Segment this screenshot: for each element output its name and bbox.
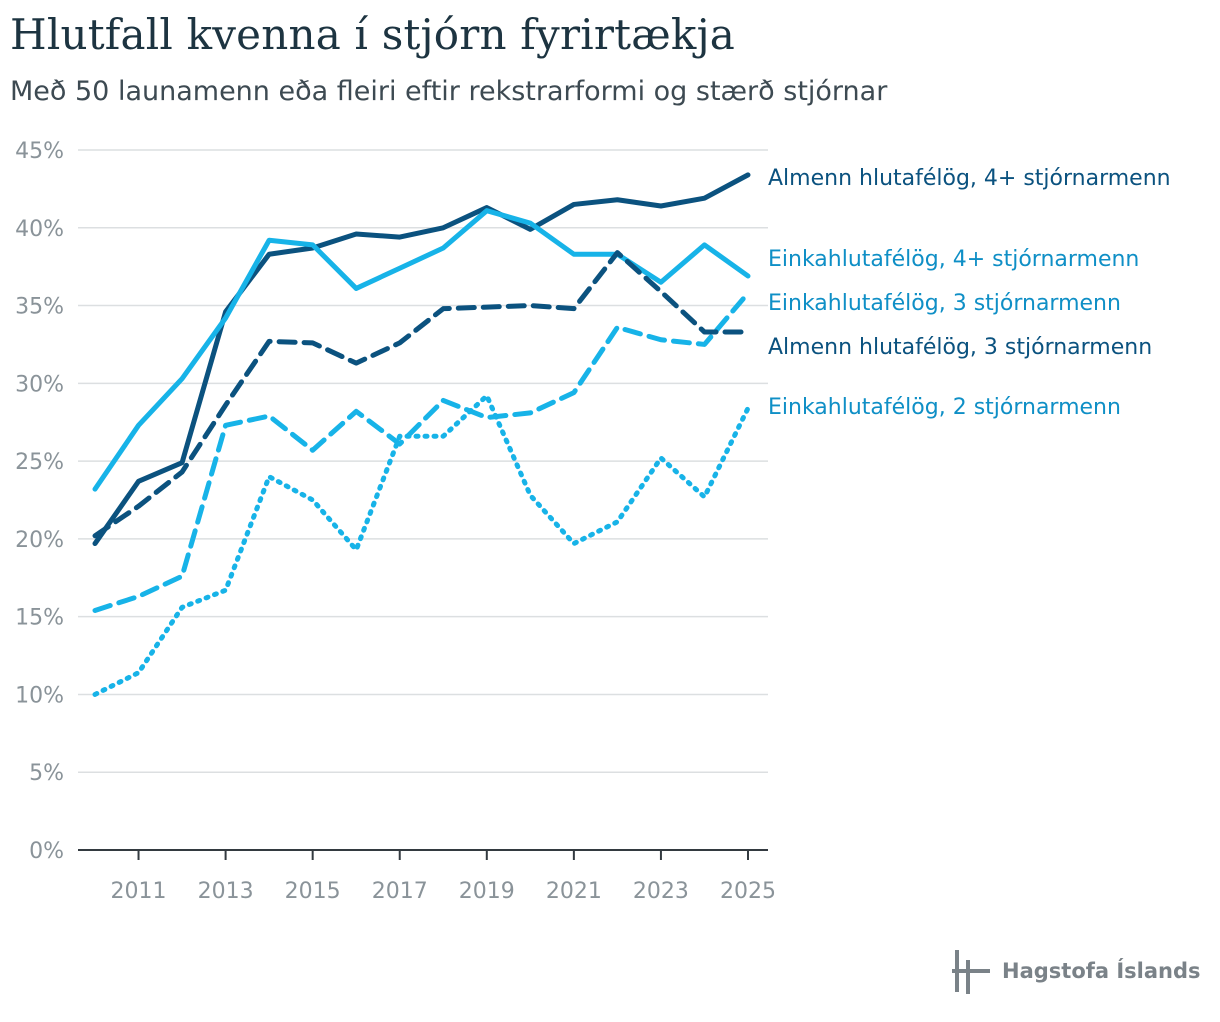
x-axis: 2011 2013 2015 2017 2019 2021 2023 2025 bbox=[78, 849, 776, 904]
y-tick-label: 0% bbox=[29, 839, 64, 864]
series-line-4 bbox=[92, 250, 751, 539]
line-chart: 0%5%10%15%20%25%30%35%40%45% 2011 2013 201… bbox=[15, 139, 1171, 904]
hagstofa-logo-icon bbox=[952, 950, 990, 994]
y-tick-label: 25% bbox=[15, 450, 64, 475]
series-label-2: Einkahlutafélög, 4+ stjórnarmenn bbox=[768, 247, 1139, 272]
x-tick-label: 2021 bbox=[546, 879, 602, 904]
logo-text: Hagstofa Íslands bbox=[1002, 959, 1201, 983]
chart-title: Hlutfall kvenna í stjórn fyrirtækja bbox=[10, 10, 736, 59]
x-tick-label: 2013 bbox=[198, 879, 254, 904]
gridlines bbox=[78, 149, 768, 773]
series-line-5 bbox=[92, 393, 751, 697]
y-tick-label: 35% bbox=[15, 295, 64, 320]
chart-subtitle: Með 50 launamenn eða fleiri eftir rekstr… bbox=[10, 76, 888, 107]
x-tick-label: 2017 bbox=[372, 879, 428, 904]
x-tick-label: 2011 bbox=[111, 879, 167, 904]
x-tick-label: 2025 bbox=[720, 879, 776, 904]
y-tick-label: 10% bbox=[15, 683, 64, 708]
y-tick-label: 30% bbox=[15, 372, 64, 397]
series-label-5: Einkahlutafélög, 2 stjórnarmenn bbox=[768, 395, 1121, 420]
series-labels: Almenn hlutafélög, 4+ stjórnarmenn Einkah… bbox=[768, 166, 1171, 420]
series-line-3 bbox=[92, 290, 751, 613]
series-line-2 bbox=[92, 208, 751, 492]
y-tick-label: 20% bbox=[15, 528, 64, 553]
y-tick-label: 5% bbox=[29, 761, 64, 786]
y-tick-label: 15% bbox=[15, 606, 64, 631]
series-line-1 bbox=[92, 172, 751, 547]
y-axis-ticks: 0% 5% 10% 15% 20% 25% 30% 35% 40% 45% bbox=[15, 139, 64, 864]
x-tick-label: 2015 bbox=[285, 879, 341, 904]
x-tick-label: 2023 bbox=[633, 879, 689, 904]
hagstofa-logo: Hagstofa Íslands bbox=[952, 946, 1201, 996]
y-tick-label: 45% bbox=[15, 139, 64, 164]
series-label-4: Almenn hlutafélög, 3 stjórnarmenn bbox=[768, 335, 1152, 360]
x-tick-label: 2019 bbox=[459, 879, 515, 904]
series-lines bbox=[92, 172, 751, 697]
series-label-1: Almenn hlutafélög, 4+ stjórnarmenn bbox=[768, 166, 1171, 191]
series-label-3: Einkahlutafélög, 3 stjórnarmenn bbox=[768, 291, 1121, 316]
y-tick-label: 40% bbox=[15, 217, 64, 242]
